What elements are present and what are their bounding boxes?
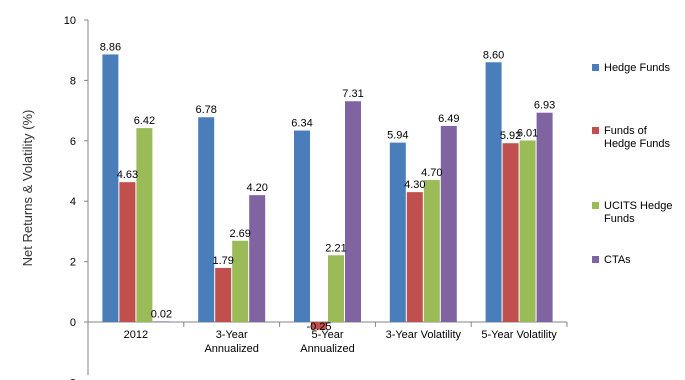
legend-label: Funds of Hedge Funds bbox=[604, 125, 671, 150]
y-tick-label: 2 bbox=[70, 257, 76, 269]
bar bbox=[249, 195, 266, 322]
data-label: 8.86 bbox=[100, 41, 121, 53]
bar bbox=[536, 112, 553, 323]
x-tick-label: 2012 bbox=[124, 329, 148, 341]
data-label: 6.42 bbox=[134, 115, 155, 127]
x-tick-label: 3-Year bbox=[216, 329, 248, 341]
bar bbox=[423, 180, 440, 322]
x-tick-label: 3-Year Volatility bbox=[386, 329, 462, 341]
x-tick-label: 5-Year bbox=[311, 329, 343, 341]
bar bbox=[119, 182, 136, 322]
legend-swatch bbox=[592, 64, 599, 71]
bar bbox=[294, 130, 310, 322]
y-tick-label: 6 bbox=[70, 136, 76, 148]
bar bbox=[311, 322, 327, 330]
data-label: 4.30 bbox=[404, 179, 425, 191]
legend-label: Hedge Funds bbox=[604, 62, 671, 74]
data-label: 6.49 bbox=[438, 113, 459, 125]
y-tick-label: 8 bbox=[70, 75, 76, 87]
bar bbox=[519, 140, 536, 322]
bar bbox=[485, 62, 502, 322]
bar bbox=[502, 143, 519, 322]
legend-label: UCITS Hedge Funds bbox=[604, 200, 673, 225]
data-label: 5.94 bbox=[387, 130, 408, 142]
data-label: 6.01 bbox=[517, 127, 538, 139]
bar bbox=[389, 142, 406, 322]
bar bbox=[345, 101, 361, 322]
bar bbox=[153, 321, 170, 322]
y-tick-label: 4 bbox=[70, 196, 76, 208]
y-tick-label: 0 bbox=[70, 317, 76, 329]
bar bbox=[440, 126, 457, 322]
data-label: 5.92 bbox=[500, 130, 521, 142]
bar bbox=[406, 192, 423, 322]
data-label: 4.20 bbox=[246, 182, 267, 194]
bar bbox=[198, 117, 215, 322]
data-label: 6.78 bbox=[195, 104, 216, 116]
bars bbox=[102, 54, 553, 330]
legend-swatch bbox=[592, 202, 599, 209]
y-axis-label: Net Returns & Volatility (%) bbox=[20, 110, 35, 267]
data-label: 2.69 bbox=[229, 228, 250, 240]
data-labels: 8.86 6.78 6.34 5.94 8.60 4.63 1.79 -0.25 4.30 5.9… bbox=[100, 41, 556, 333]
legend-swatch bbox=[592, 256, 599, 263]
data-label: 6.93 bbox=[534, 100, 555, 112]
data-label: 4.63 bbox=[117, 169, 138, 181]
data-label: 7.31 bbox=[342, 88, 363, 100]
data-label: 6.34 bbox=[291, 118, 312, 130]
x-tick-label: 5-Year Volatility bbox=[481, 329, 557, 341]
x-tick-label: Annualized bbox=[300, 343, 354, 355]
bar bbox=[215, 267, 232, 322]
data-label: 2.21 bbox=[325, 242, 346, 254]
bar bbox=[136, 128, 153, 322]
bar bbox=[328, 255, 344, 322]
data-label: 4.70 bbox=[421, 167, 442, 179]
legend-label: CTAs bbox=[604, 254, 631, 266]
y-tick-label: 10 bbox=[64, 15, 76, 27]
y-tick-label: -2 bbox=[66, 377, 76, 380]
bar bbox=[232, 240, 249, 322]
legend-swatch bbox=[592, 127, 599, 134]
data-label: -0.25 bbox=[306, 321, 331, 333]
data-label: 1.79 bbox=[212, 255, 233, 267]
bar bbox=[102, 54, 119, 322]
x-tick-label: Annualized bbox=[204, 343, 258, 355]
data-label: 0.02 bbox=[151, 308, 172, 320]
data-label: 8.60 bbox=[483, 49, 504, 61]
